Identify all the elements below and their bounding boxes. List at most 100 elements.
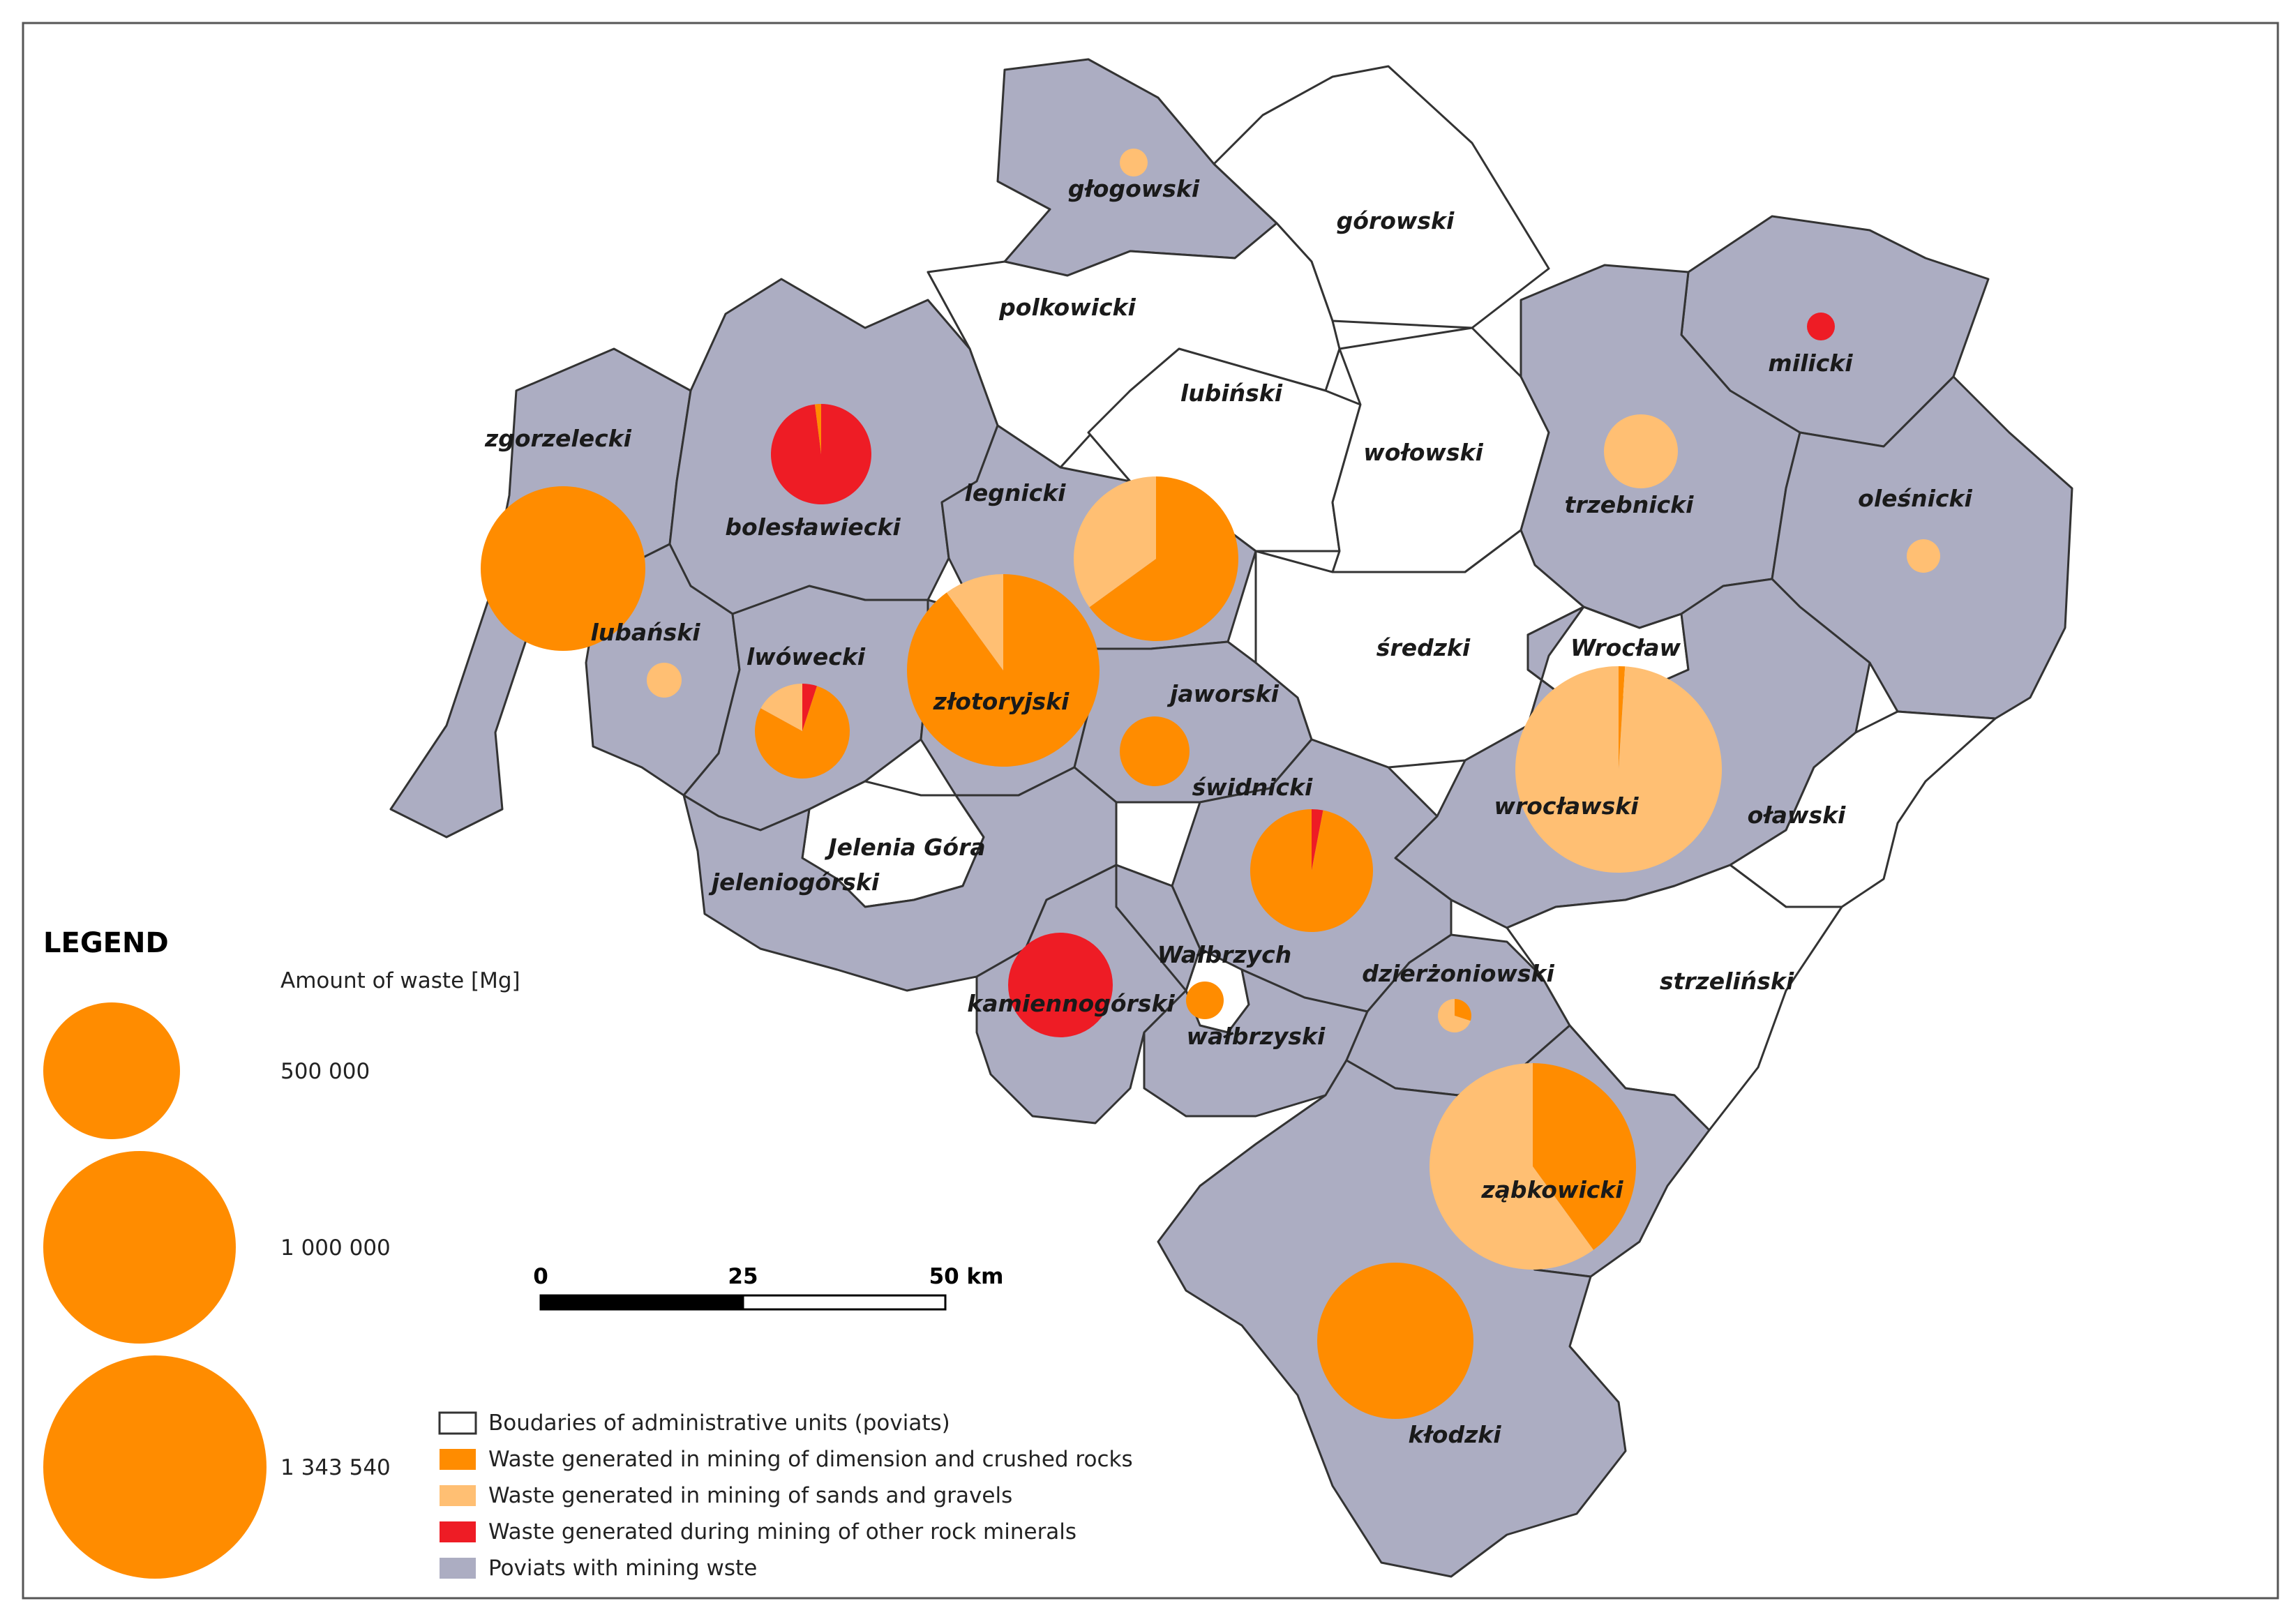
legend-label-crushed-rocks: Waste generated in mining of dimension a… [488, 1447, 1133, 1472]
pie-slice-glogowski-sands-gravels [1120, 149, 1148, 176]
scale-bar-black-segment [539, 1294, 744, 1311]
label-walbrzyski: wałbrzyski [1187, 1023, 1326, 1050]
pie-swidnicki [1250, 809, 1373, 932]
pie-lubanski [647, 663, 682, 698]
pie-slice-lwowecki-other-minerals [802, 684, 818, 731]
legend-swatch-sands-gravels [440, 1485, 476, 1506]
pie-slice-olesnicki-sands-gravels [1907, 539, 1940, 573]
label-wolowski: wołowski [1363, 439, 1483, 466]
scale-bar-white-segment [742, 1294, 947, 1311]
label-glogowski: głogowski [1068, 175, 1200, 202]
pie-slice-dzierzoniowski-sands-gravels [1438, 999, 1471, 1033]
pie-klodzki [1317, 1263, 1473, 1419]
scale-tick-0: 0 [533, 1264, 548, 1289]
region-olawski [1729, 710, 1997, 908]
label-trzebnicki: trzebnicki [1565, 491, 1695, 518]
label-lubinski: lubiński [1180, 379, 1283, 407]
size-legend-circle-500000 [43, 1002, 180, 1139]
pie-slice-zabkowicki-crushed-rocks [1533, 1063, 1636, 1250]
label-boleslawiecki: bolesławiecki [725, 513, 901, 541]
label-klodzki: kłodzki [1408, 1421, 1501, 1448]
legend-swatch-mining-poviat [440, 1558, 476, 1579]
label-legnicki: legnicki [965, 479, 1067, 506]
pie-slice-boleslawiecki-other-minerals [770, 404, 871, 505]
pie-slice-wroclawski-crushed-rocks [1619, 666, 1626, 769]
label-zabkowicki: ząbkowicki [1480, 1176, 1623, 1203]
pie-walbrzyski [1186, 982, 1224, 1019]
pie-slice-legnicki-sands-gravels [1074, 476, 1156, 608]
pie-legnicki [1074, 476, 1239, 642]
label-lubanski: lubański [590, 619, 700, 646]
pie-glogowski [1120, 149, 1148, 176]
label-dzierzoniowski: dzierżoniowski [1362, 960, 1554, 987]
category-legend: Boudaries of administrative units (povia… [438, 1411, 1133, 1581]
label-strzelinski: strzeliński [1660, 968, 1794, 995]
legend-label-other-minerals: Waste generated during mining of other r… [488, 1519, 1076, 1544]
label-walbrzych: Wałbrzych [1157, 941, 1291, 968]
pie-milicki [1807, 313, 1835, 340]
pie-olesnicki [1907, 539, 1940, 573]
size-legend-circle-1000000 [43, 1151, 236, 1344]
region-jeleniogorski [682, 766, 1118, 992]
pie-boleslawiecki [770, 404, 871, 505]
size-legend-label-1343540: 1 343 540 [280, 1455, 391, 1480]
label-gorowski: górowski [1337, 207, 1455, 234]
label-zlotoryjski: złotoryjski [933, 688, 1070, 715]
size-legend-label-1000000: 1 000 000 [280, 1235, 391, 1261]
pie-slice-klodzki-crushed-rocks [1317, 1263, 1473, 1419]
scale-bar: 0 25 50 km [533, 1264, 1004, 1311]
label-jelenia-gora: Jelenia Góra [824, 834, 985, 861]
label-olawski: oławski [1748, 802, 1846, 829]
legend-swatch-boundary [438, 1411, 477, 1435]
size-legend: LEGEND Amount of waste [Mg] 500 000 1 00… [43, 927, 520, 1579]
legend-amount-heading: Amount of waste [Mg] [280, 968, 520, 993]
legend-label-sands-gravels: Waste generated in mining of sands and g… [488, 1483, 1012, 1508]
pie-slice-zlotoryjski-sands-gravels [946, 574, 1003, 670]
legend-swatch-crushed-rocks [440, 1449, 476, 1470]
label-milicki: milicki [1768, 349, 1853, 377]
pie-jaworski [1120, 716, 1190, 786]
label-sredzki: średzki [1376, 634, 1471, 661]
label-kamiennogorski: kamiennogórski [967, 990, 1175, 1017]
scale-tick-25: 25 [728, 1264, 758, 1289]
pie-slice-walbrzyski-crushed-rocks [1186, 982, 1224, 1019]
size-legend-circle-1343540 [43, 1355, 267, 1579]
legend-title: LEGEND [43, 927, 169, 959]
label-olesnicki: oleśnicki [1858, 485, 1972, 512]
legend-label-boundary: Boudaries of administrative units (povia… [488, 1411, 950, 1436]
pie-slice-swidnicki-crushed-rocks [1250, 809, 1373, 932]
pie-slice-trzebnicki-sands-gravels [1604, 414, 1678, 488]
label-swidnicki: świdnicki [1192, 774, 1313, 801]
pie-zgorzelecki [481, 486, 645, 651]
pie-slice-lwowecki-sands-gravels [760, 684, 802, 731]
label-lwowecki: lwówecki [746, 643, 866, 670]
label-jaworski: jaworski [1166, 680, 1280, 707]
pie-zabkowicki [1430, 1063, 1636, 1270]
pie-slice-legnicki-crushed-rocks [1089, 476, 1239, 642]
pie-slice-zgorzelecki-crushed-rocks [481, 486, 645, 651]
pie-trzebnicki [1604, 414, 1678, 488]
label-wroclaw: Wrocław [1570, 634, 1681, 661]
label-polkowicki: polkowicki [998, 294, 1136, 321]
pie-slice-kamiennogorski-other-minerals [1008, 933, 1113, 1037]
pie-kamiennogorski [1008, 933, 1113, 1037]
scale-tick-50: 50 km [929, 1264, 1004, 1289]
pie-slice-boleslawiecki-crushed-rocks [814, 404, 821, 454]
legend-label-mining-poviat: Poviats with mining wste [488, 1556, 757, 1581]
label-zgorzelecki: zgorzelecki [484, 425, 632, 452]
label-wroclawski: wrocławski [1494, 792, 1639, 820]
pie-wroclawski [1515, 666, 1723, 873]
pie-slice-dzierzoniowski-crushed-rocks [1455, 999, 1471, 1021]
pie-zlotoryjski [907, 574, 1100, 767]
pie-slice-swidnicki-other-minerals [1312, 809, 1323, 871]
pie-slice-lubanski-sands-gravels [647, 663, 682, 698]
pie-dzierzoniowski [1438, 999, 1471, 1033]
pie-slice-zabkowicki-sands-gravels [1430, 1063, 1593, 1270]
label-jeleniogorski: jeleniogórski [708, 869, 880, 896]
pie-slice-jaworski-crushed-rocks [1120, 716, 1190, 786]
pie-slice-wroclawski-sands-gravels [1515, 666, 1723, 873]
legend-swatch-other-minerals [440, 1521, 476, 1542]
pie-lwowecki [755, 684, 850, 779]
pie-slice-lwowecki-crushed-rocks [755, 686, 850, 779]
